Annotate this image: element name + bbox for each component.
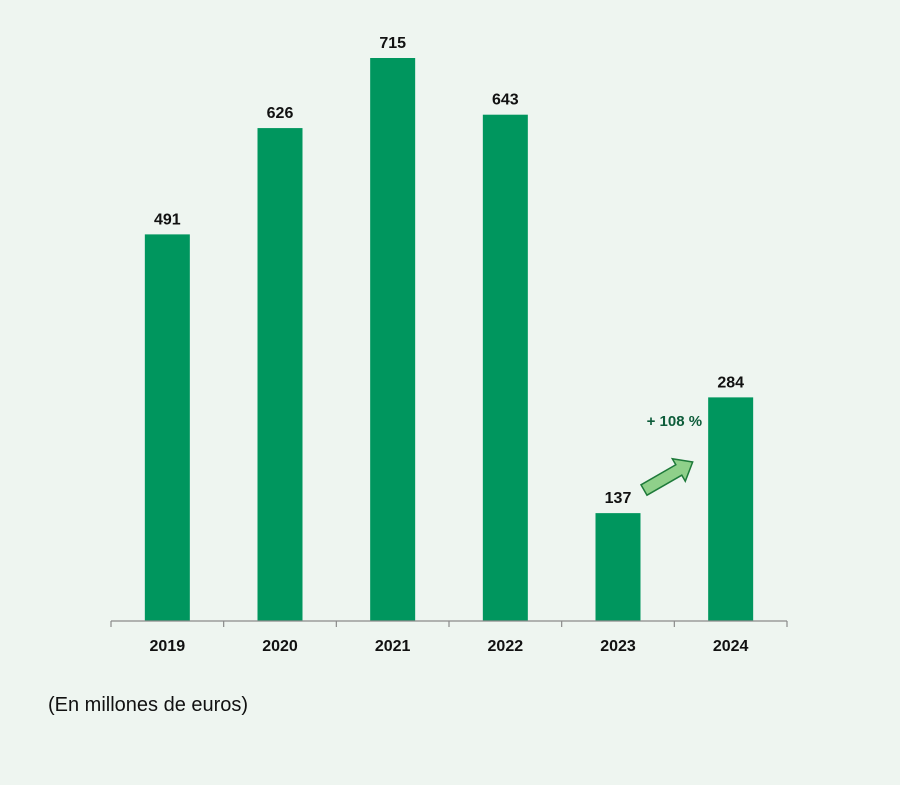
bar-2023 [595, 513, 641, 621]
x-axis: 2019 2020 2021 2022 2023 2024 [110, 620, 788, 655]
units-footnote: (En millones de euros) [48, 694, 249, 716]
growth-annotation: + 108 % [639, 413, 702, 497]
bars-layer [144, 58, 754, 622]
tick-label-2023: 2023 [600, 638, 636, 655]
data-label-2019: 491 [154, 211, 181, 228]
tick-label-2019: 2019 [150, 638, 186, 655]
data-label-2023: 137 [605, 490, 632, 507]
bar-2022 [482, 114, 528, 622]
tick-label-2021: 2021 [375, 638, 411, 655]
bar-2021 [370, 58, 416, 621]
tick-label-2020: 2020 [262, 638, 298, 655]
tick-label-2024: 2024 [713, 638, 749, 655]
tick-label-2022: 2022 [488, 638, 524, 655]
data-labels-layer: 491 626 715 643 137 284 [154, 35, 744, 507]
growth-arrow-shape [639, 457, 694, 497]
growth-arrow-icon [639, 457, 694, 497]
data-label-2021: 715 [379, 35, 406, 52]
bar-2019 [144, 234, 190, 621]
data-label-2022: 643 [492, 92, 519, 109]
data-label-2024: 284 [717, 374, 744, 391]
bar-2024 [708, 397, 754, 621]
data-label-2020: 626 [267, 105, 294, 122]
growth-percentage-label: + 108 % [647, 413, 702, 430]
bar-2020 [257, 128, 303, 622]
